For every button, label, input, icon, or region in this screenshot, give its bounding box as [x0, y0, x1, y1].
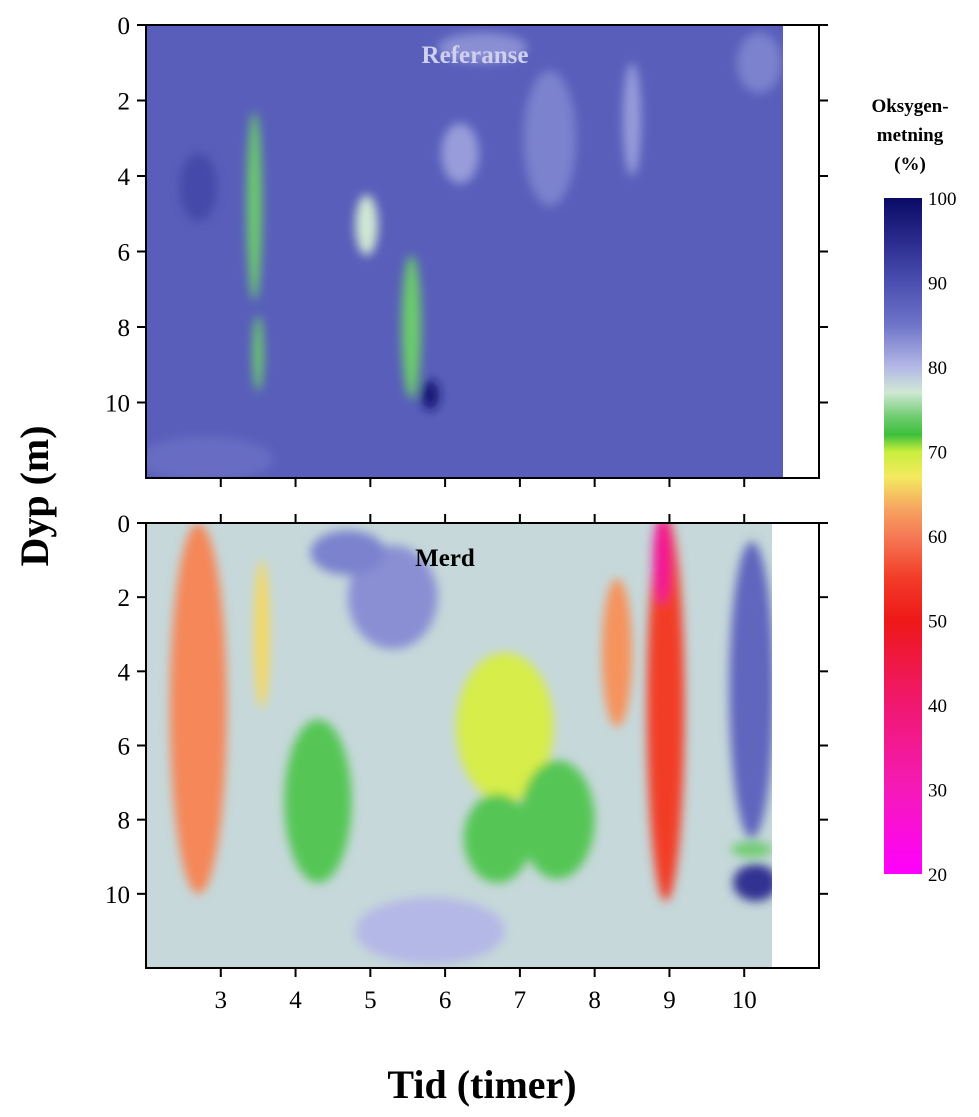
- heatmap-region: [169, 523, 227, 894]
- heatmap-region: [310, 530, 386, 575]
- colorbar-gradient: [884, 198, 922, 874]
- heatmap-region: [347, 545, 438, 650]
- heatmap-region: [647, 523, 685, 902]
- colorbar-tick-label: 90: [928, 274, 947, 295]
- y-tick-label: 6: [118, 734, 131, 761]
- heatmap-region: [729, 541, 772, 839]
- x-axis-top-ticks: [219, 478, 746, 487]
- colorbar-tick-label: 50: [928, 612, 947, 633]
- x-tick-label: 10: [732, 987, 757, 1014]
- heatmap-referanse: [146, 25, 783, 478]
- heatmap-region: [730, 841, 772, 857]
- y-tick-label: 2: [118, 585, 131, 612]
- heatmap-merd: [146, 523, 772, 968]
- heatmap-region: [146, 436, 274, 478]
- x-tick-label: 3: [215, 987, 228, 1014]
- x-axis-title: Tid (timer): [387, 1062, 576, 1107]
- colorbar-tick-label: 60: [928, 527, 947, 548]
- panel-referanse: Referanse 0 2 4 6 8 10: [105, 13, 828, 487]
- y-tick-label: 10: [105, 882, 130, 909]
- heatmap-region: [254, 560, 270, 709]
- y-tick-label: 0: [118, 511, 131, 538]
- y-tick-label: 4: [118, 164, 131, 191]
- heatmap-region: [463, 793, 532, 883]
- heatmap-region: [456, 652, 554, 802]
- y-tick-label: 2: [118, 89, 131, 116]
- heatmap-region: [523, 70, 576, 207]
- x-tick-label: 4: [289, 987, 302, 1014]
- colorbar-tick-label: 80: [928, 358, 947, 379]
- heatmap-region: [519, 760, 595, 880]
- x-axis: 3 4 5 6 7 8 9 10: [215, 514, 757, 1014]
- heatmap-region: [355, 194, 378, 256]
- y-tick-label: 10: [105, 391, 130, 418]
- heatmap-region: [246, 111, 262, 301]
- y-tick-label: 8: [118, 808, 131, 835]
- y-tick-label: 4: [118, 659, 131, 686]
- y-tick-label: 6: [118, 240, 131, 267]
- x-tick-label: 9: [663, 987, 676, 1014]
- heatmap-region: [421, 379, 440, 411]
- y-axis-merd: 0 2 4 6 8 10: [105, 511, 828, 909]
- panel-title-referanse: Referanse: [422, 42, 529, 69]
- colorbar-label-line-1: Oksygen-: [871, 96, 948, 117]
- heatmap-region: [252, 315, 264, 392]
- panel-title-merd: Merd: [415, 545, 475, 572]
- heatmap-region: [284, 719, 352, 883]
- heatmap-region: [437, 32, 528, 63]
- panel-merd: Merd 0 2 4 6 8 10 3 4 5 6 7 8 9 10: [105, 511, 828, 1014]
- heatmap-background: [146, 25, 783, 478]
- x-tick-label: 6: [439, 987, 452, 1014]
- y-axis-referanse: 0 2 4 6 8 10: [105, 13, 828, 418]
- colorbar-tick-label: 70: [928, 443, 947, 464]
- colorbar-tick-label: 100: [928, 189, 957, 210]
- colorbar-ticks: 100 90 80 70 60 50 40 30 20: [928, 189, 957, 886]
- colorbar-tick-label: 30: [928, 781, 947, 802]
- x-tick-label: 7: [514, 987, 527, 1014]
- heatmap-region: [623, 62, 642, 176]
- heatmap-region: [652, 523, 671, 605]
- heatmap-region: [736, 32, 782, 93]
- colorbar-tick-label: 20: [928, 865, 947, 886]
- heatmap-region: [602, 578, 633, 727]
- colorbar-tick-label: 40: [928, 696, 947, 717]
- heatmap-region: [401, 255, 422, 399]
- x-tick-label: 5: [364, 987, 377, 1014]
- x-tick-label: 8: [588, 987, 601, 1014]
- y-axis-title: Dyp (m): [12, 425, 57, 566]
- heatmap-region: [179, 153, 218, 222]
- heatmap-region: [355, 897, 505, 965]
- colorbar: Oksygen- metning (%) 100 90 80 70 60 50 40 30 20: [871, 96, 956, 886]
- colorbar-label-line-2: metning: [877, 125, 944, 146]
- heatmap-region: [441, 123, 479, 184]
- heatmap-region: [733, 864, 772, 902]
- y-tick-label: 8: [118, 315, 131, 342]
- colorbar-label-line-3: (%): [894, 154, 926, 175]
- y-tick-label: 0: [118, 13, 131, 40]
